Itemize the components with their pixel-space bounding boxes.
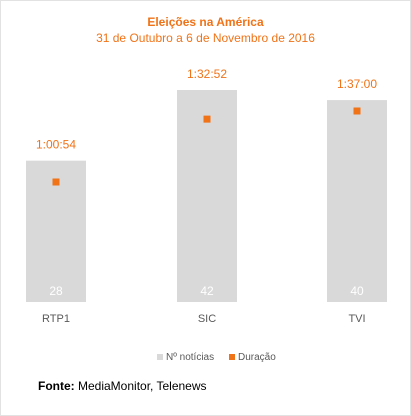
source-text: MediaMonitor, Telenews (78, 379, 207, 393)
category-label-tvi: TVI (348, 313, 365, 325)
legend-swatch-duracao (229, 354, 235, 360)
category-label-sic: SIC (198, 313, 216, 325)
chart-subtitle: 31 de Outubro a 6 de Novembro de 2016 (96, 31, 315, 45)
bar-value-label: 40 (350, 284, 364, 298)
category-label-rtp1: RTP1 (42, 313, 70, 325)
duration-marker-tvi (353, 107, 361, 115)
legend-label-noticias: Nº notícias (166, 352, 214, 363)
chart-title: Eleições na América (147, 15, 264, 29)
bar-value-label: 42 (200, 284, 214, 298)
source-note: Fonte: MediaMonitor, Telenews (38, 379, 207, 393)
bar-sic (177, 90, 237, 302)
bar-tvi (327, 100, 387, 302)
duration-marker-rtp1 (52, 178, 60, 186)
duration-label: 1:32:52 (187, 67, 227, 81)
legend-swatch-noticias (157, 354, 163, 360)
bar-value-label: 28 (49, 284, 63, 298)
duration-marker-sic (203, 115, 211, 123)
duration-label: 1:37:00 (337, 77, 377, 91)
duration-label: 1:00:54 (36, 138, 76, 152)
legend-label-duracao: Duração (238, 352, 276, 363)
source-label: Fonte: (38, 379, 75, 393)
